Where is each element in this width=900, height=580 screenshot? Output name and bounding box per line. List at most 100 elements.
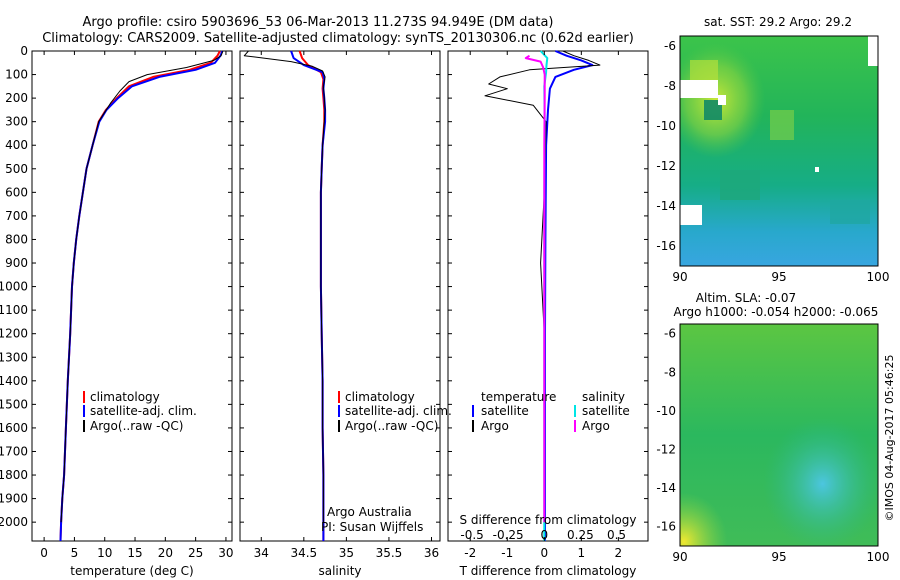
sst-map-land-mask — [868, 36, 878, 66]
sst-map-frame — [679, 35, 879, 267]
sst-map-land-mask — [680, 80, 718, 98]
salinity-xtick-label: 34.5 — [290, 546, 317, 560]
temperature-xtick-label: 0 — [40, 546, 48, 560]
difference-xtick-top-label: -0.5 — [460, 528, 483, 542]
salinity-xtick-label: 34 — [254, 546, 269, 560]
depth-tick-label: 0 — [20, 44, 28, 58]
difference-xtick-top-label: 0 — [540, 528, 548, 542]
sla-map-low-patch — [680, 324, 878, 546]
sst_map-ytick-label: -10 — [656, 119, 676, 133]
salinity-series-argo-raw-qc — [243, 50, 326, 523]
difference-xtick-label: 0 — [540, 546, 548, 560]
sla_map-ytick-label: -12 — [656, 442, 676, 456]
sst-map-title: sat. SST: 29.2 Argo: 29.2 — [704, 15, 852, 29]
sla_map-ytick-label: -8 — [664, 365, 676, 379]
sla_map-xtick-label: 90 — [672, 550, 687, 564]
sla_map-ytick-label: -16 — [656, 520, 676, 534]
temperature-xlabel: temperature (deg C) — [70, 564, 193, 578]
credit-line2: PI: Susan Wijffels — [321, 520, 423, 534]
difference-series-s-argo — [524, 54, 546, 523]
temperature-xtick-label: 30 — [218, 546, 233, 560]
sst_map-xtick-label: 90 — [672, 270, 687, 284]
legend-argo-label: Argo(..raw -QC) — [90, 419, 183, 433]
sst-map-warm-patch — [770, 110, 794, 140]
sla-map-title-line1: Altim. SLA: -0.07 — [696, 291, 796, 305]
salinity-series-satellite-adj-clim — [290, 50, 327, 541]
depth-tick-label: 200 — [5, 91, 28, 105]
sst-map — [679, 35, 879, 267]
depth-tick-label: 2000 — [0, 515, 28, 529]
temperature-xtick-label: 20 — [158, 546, 173, 560]
difference-xtick-label: 1 — [578, 546, 586, 560]
difference-xtick-label: -2 — [464, 546, 476, 560]
sla-map — [679, 323, 879, 547]
sst-map-cool-patch — [720, 170, 760, 200]
legend-temperature-title: temperature — [481, 390, 556, 404]
difference-series-t-satellite — [544, 50, 594, 541]
difference-xlabel-top: S difference from climatology — [460, 513, 637, 527]
depth-tick-label: 100 — [5, 68, 28, 82]
depth-tick-label: 700 — [5, 209, 28, 223]
sst_map-ytick-label: -12 — [656, 159, 676, 173]
sst_map-ytick-label: -8 — [664, 79, 676, 93]
legend-satellite-label: satellite-adj. clim. — [345, 404, 452, 418]
legend-t-satellite-label: satellite — [481, 404, 529, 418]
depth-tick-label: 800 — [5, 232, 28, 246]
depth-tick-label: 1300 — [0, 350, 28, 364]
figure-title-line2: Climatology: CARS2009. Satellite-adjuste… — [42, 31, 634, 46]
sla-map-frame — [679, 323, 879, 547]
depth-tick-label: 1500 — [0, 397, 28, 411]
sst-map-land-mask — [680, 205, 702, 225]
temperature-xtick-label: 25 — [188, 546, 203, 560]
temperature-series-argo-raw-qc — [60, 50, 224, 523]
depth-tick-label: 500 — [5, 162, 28, 176]
difference-xtick-top-label: -0.25 — [493, 528, 524, 542]
difference-series-t-argo — [484, 50, 601, 523]
depth-tick-label: 1100 — [0, 303, 28, 317]
depth-tick-label: 1200 — [0, 327, 28, 341]
legend-argo-label: Argo(..raw -QC) — [345, 419, 438, 433]
temperature-series-satellite-adj-clim — [59, 50, 224, 542]
salinity-xtick-label: 35 — [339, 546, 354, 560]
sla_map-ytick-label: -14 — [656, 481, 676, 495]
sla_map-xtick-label: 95 — [771, 550, 786, 564]
legend-salinity-title: salinity — [582, 390, 625, 404]
salinity-legend: climatology satellite-adj. clim. Argo(..… — [338, 390, 452, 433]
sla-map-title-line2: Argo h1000: -0.054 h2000: -0.065 — [674, 305, 879, 319]
imos-watermark: ©IMOS 04-Aug-2017 05:46:25 — [883, 355, 896, 522]
difference-xtick-top-label: 0.5 — [607, 528, 626, 542]
depth-tick-label: 1700 — [0, 444, 28, 458]
temperature-legend: climatology satellite-adj. clim. Argo(..… — [83, 390, 197, 433]
salinity-xtick-label: 35.5 — [376, 546, 403, 560]
depth-tick-label: 1000 — [0, 280, 28, 294]
difference-legend: temperature satellite Argo salinity sate… — [472, 390, 630, 433]
depth-tick-label: 400 — [5, 138, 28, 152]
sst-map-warm-patch — [690, 60, 718, 82]
temperature-panel — [31, 50, 233, 542]
depth-tick-label: 900 — [5, 256, 28, 270]
sst_map-ytick-label: -16 — [656, 239, 676, 253]
legend-climatology-label: climatology — [90, 390, 160, 404]
depth-tick-label: 600 — [5, 185, 28, 199]
sst-map-cool-patch — [830, 200, 870, 224]
sst_map-xtick-label: 95 — [771, 270, 786, 284]
legend-t-argo-label: Argo — [481, 419, 509, 433]
difference-xlabel: T difference from climatology — [459, 564, 637, 578]
sla_map-ytick-label: -10 — [656, 404, 676, 418]
salinity-xlabel: salinity — [318, 564, 361, 578]
legend-satellite-label: satellite-adj. clim. — [90, 404, 197, 418]
temperature-series-climatology — [59, 50, 221, 542]
depth-tick-label: 1900 — [0, 492, 28, 506]
difference-panel — [447, 50, 649, 542]
legend-s-argo-label: Argo — [582, 419, 610, 433]
figure-title-line1: Argo profile: csiro 5903696_53 06-Mar-20… — [83, 15, 554, 30]
sst-map-land-mask — [815, 167, 819, 172]
sst-map-cool-patch — [704, 100, 722, 120]
depth-tick-label: 1800 — [0, 468, 28, 482]
credit-line1: Argo Australia — [327, 505, 412, 519]
legend-climatology-label: climatology — [345, 390, 415, 404]
difference-xtick-label: -1 — [501, 546, 513, 560]
salinity-xtick-label: 36 — [424, 546, 439, 560]
temperature-xtick-label: 10 — [97, 546, 112, 560]
